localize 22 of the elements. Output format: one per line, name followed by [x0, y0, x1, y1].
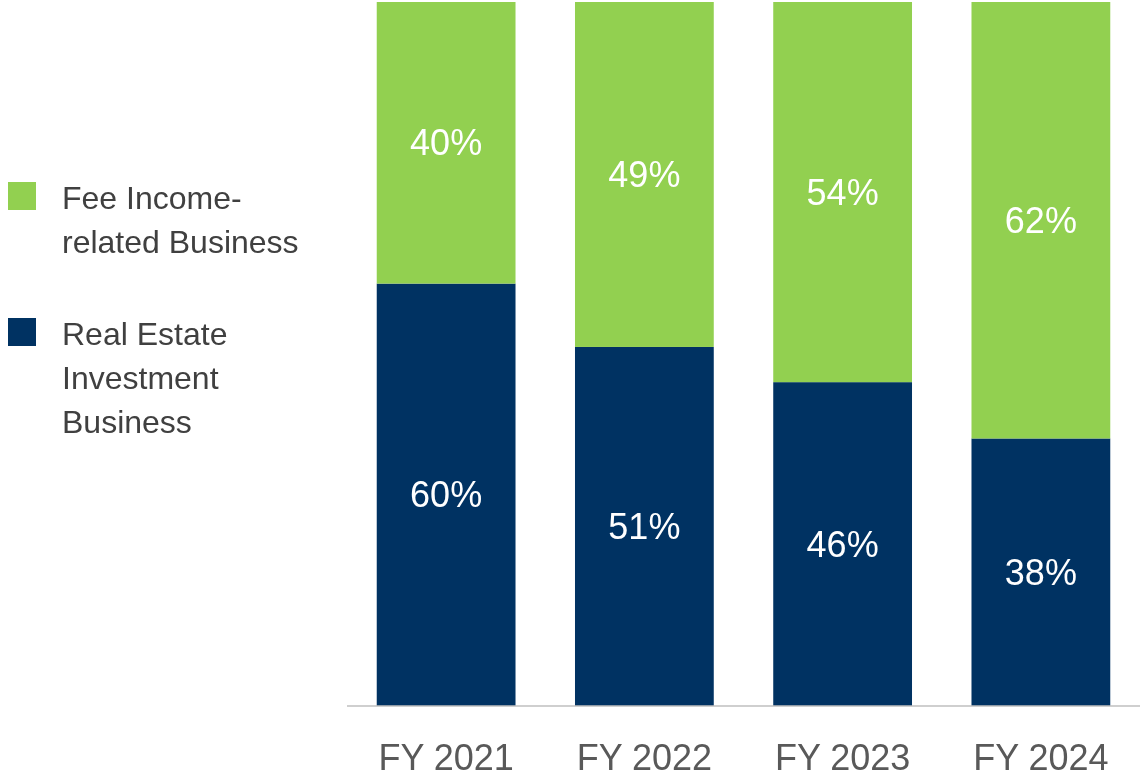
x-tick-label: FY 2024 [973, 736, 1109, 776]
x-tick-label: FY 2021 [378, 736, 514, 776]
bar [773, 382, 913, 706]
data-label: 40% [410, 122, 483, 164]
legend-label: Real Estate Investment Business [62, 315, 228, 440]
data-label: 49% [608, 154, 681, 196]
bar [574, 2, 714, 347]
x-tick-label: FY 2022 [576, 736, 713, 776]
data-label: 62% [1004, 199, 1077, 241]
data-label: 46% [806, 523, 879, 565]
data-label: 38% [1004, 551, 1077, 593]
bar [376, 2, 516, 284]
bar [376, 283, 516, 706]
x-tick-label: FY 2023 [774, 736, 911, 776]
bar [574, 346, 714, 706]
data-label: 54% [806, 171, 879, 213]
data-label: 51% [608, 506, 681, 548]
bar [773, 2, 913, 383]
legend-label: Fee Income-related Business [62, 179, 299, 260]
bar [971, 438, 1111, 706]
data-label: 60% [410, 474, 483, 516]
bar [971, 2, 1111, 439]
